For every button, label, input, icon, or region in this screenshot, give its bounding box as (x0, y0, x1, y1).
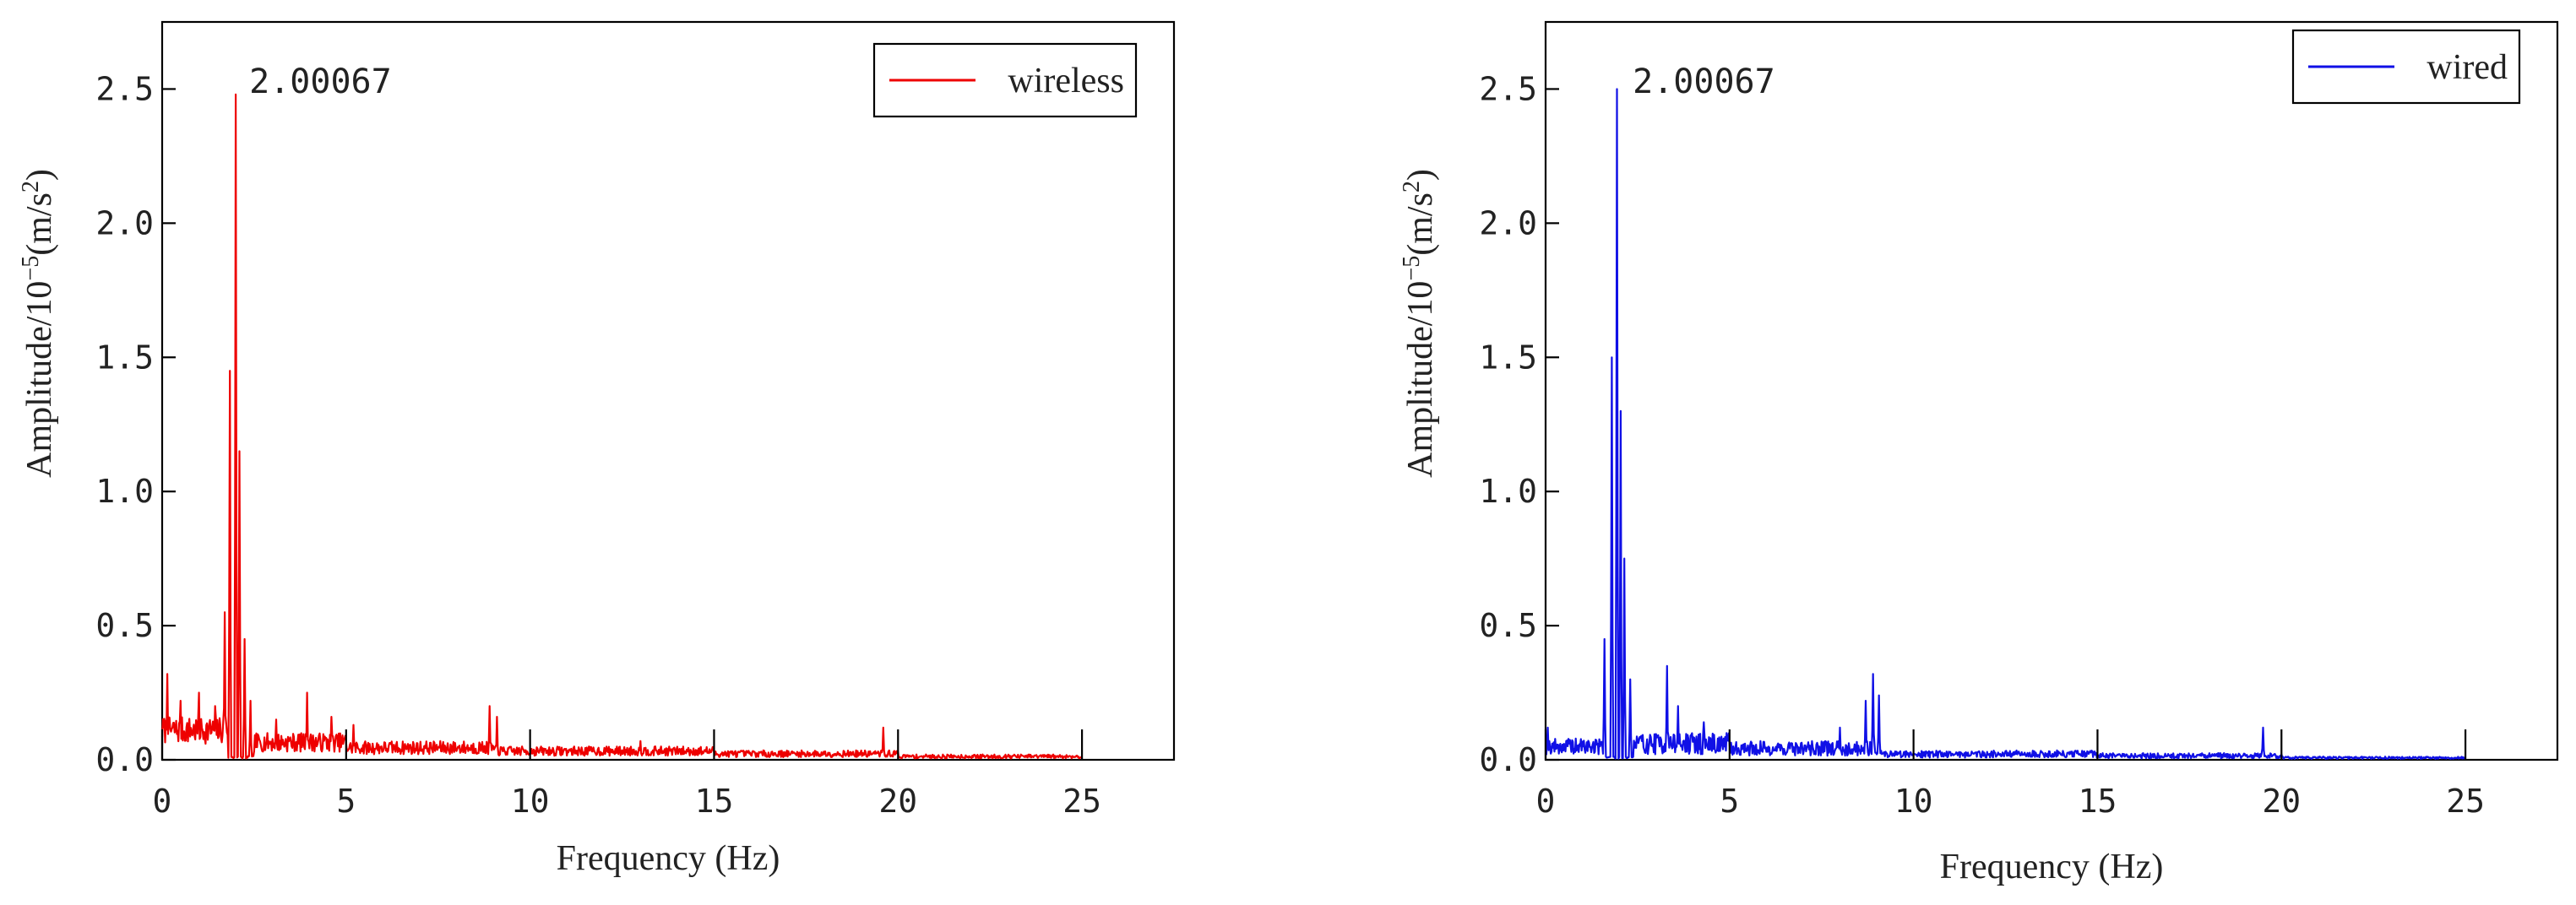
y-axis-title: Amplitude/10−5(m/s2) (18, 169, 60, 478)
y-tick-label: 2.5 (95, 70, 154, 107)
y-axis-title-part: ) (20, 169, 59, 181)
x-tick-label: 10 (511, 783, 550, 820)
y-axis-title-part: (m/s (20, 192, 59, 256)
y-axis-title-part: ) (1401, 169, 1440, 181)
y-axis-title: Amplitude/10−5(m/s2) (1399, 169, 1441, 478)
y-tick-label: 1.0 (1479, 473, 1537, 510)
y-tick-label: 2.5 (1479, 70, 1537, 107)
y-tick-label: 1.5 (1479, 339, 1537, 376)
x-axis-title: Frequency (Hz) (1940, 848, 2164, 886)
y-tick-label: 0.5 (1479, 607, 1537, 644)
peak-annotation: 2.00067 (1633, 62, 1775, 101)
y-tick-label: 1.0 (95, 473, 154, 510)
y-tick-label: 0.0 (95, 741, 154, 778)
y-axis-title-part: −5 (18, 256, 44, 281)
series-line-wired (1544, 88, 2467, 761)
x-tick-label: 5 (336, 783, 356, 820)
y-tick-label: 2.0 (1479, 204, 1537, 241)
y-axis-title-part: 2 (1399, 181, 1425, 192)
x-tick-label: 20 (878, 783, 917, 820)
y-axis-title-part: Amplitude/10 (20, 281, 59, 478)
series-line-wireless (160, 93, 1084, 760)
x-tick-label: 15 (695, 783, 734, 820)
y-tick-label: 2.0 (95, 204, 154, 241)
y-tick-label: 0.0 (1479, 741, 1537, 778)
x-tick-label: 20 (2262, 783, 2301, 820)
y-axis-title-part: −5 (1399, 256, 1425, 281)
legend-label: wireless (1008, 62, 1124, 100)
x-tick-label: 5 (1720, 783, 1739, 820)
x-tick-label: 25 (1062, 783, 1101, 820)
x-tick-label: 0 (1536, 783, 1556, 820)
x-axis-title: Frequency (Hz) (557, 839, 780, 878)
y-axis-title-part: Amplitude/10 (1401, 281, 1440, 478)
chart-wired: 0 5 10 15 20 25 0.0 0.5 1.0 1.5 2.0 2.5 Frequency (H… (1399, 20, 2559, 886)
x-tick-label: 0 (153, 783, 172, 820)
plot-frame (160, 20, 1176, 761)
peak-annotation: 2.00067 (249, 62, 392, 101)
x-tick-label: 10 (1894, 783, 1933, 820)
x-tick-label: 15 (2079, 783, 2117, 820)
legend-label: wired (2427, 48, 2508, 87)
y-axis-title-part: 2 (18, 181, 44, 192)
y-axis-title-part: (m/s (1401, 192, 1440, 256)
x-tick-label: 25 (2446, 783, 2485, 820)
plot-frame (1544, 20, 2559, 761)
y-tick-label: 0.5 (95, 607, 154, 644)
chart-wireless: 0 5 10 15 20 25 0.0 0.5 1.0 1.5 2.0 2.5 Frequency (H… (18, 20, 1176, 878)
y-tick-label: 1.5 (95, 339, 154, 376)
